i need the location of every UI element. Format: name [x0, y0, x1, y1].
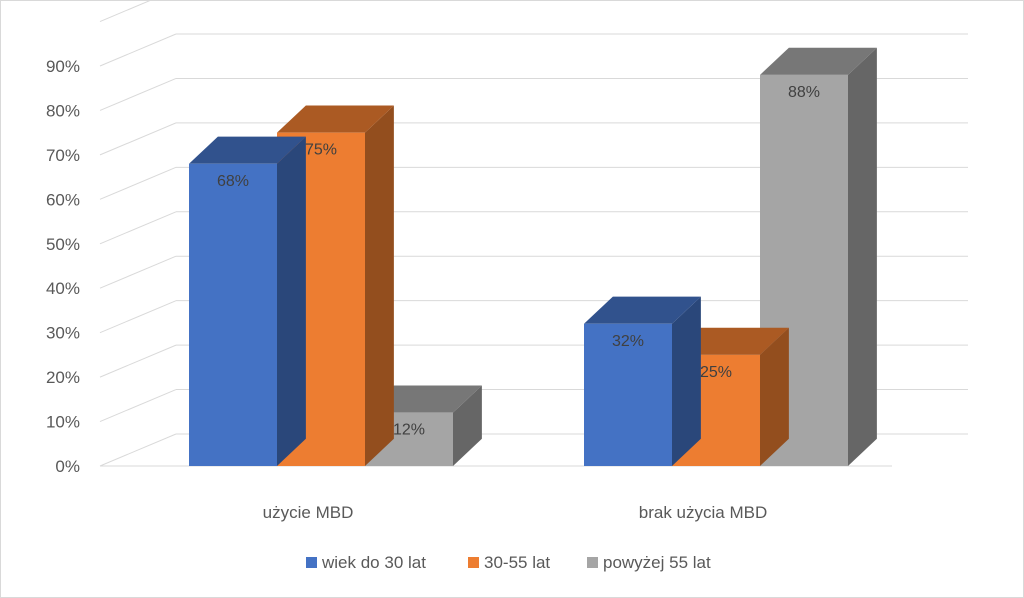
data-label: 88%: [788, 84, 820, 101]
gridline-depth: [99, 433, 177, 467]
gridline-depth: [99, 33, 177, 67]
bar-top: [365, 385, 482, 413]
bar-side: [848, 47, 877, 466]
bar-front: [584, 323, 672, 466]
legend-label: powyżej 55 lat: [603, 553, 711, 572]
gridline-depth: [99, 0, 153, 23]
bar-side: [672, 296, 701, 466]
y-tick-label: 60%: [46, 190, 80, 209]
data-label: 25%: [700, 364, 732, 381]
gridline-depth: [99, 166, 177, 200]
gridline-depth: [99, 389, 177, 423]
gridline-depth: [99, 344, 177, 378]
category-labels: użycie MBD brak użycia MBD: [263, 503, 768, 522]
legend-item: powyżej 55 lat: [587, 553, 711, 572]
bar: [584, 296, 701, 466]
gridline-depth: [99, 255, 177, 289]
bar-side: [277, 136, 306, 467]
category-label: brak użycia MBD: [639, 503, 767, 522]
gridline-depth: [99, 122, 177, 156]
bar-side: [760, 327, 789, 466]
bars: [189, 47, 877, 467]
bar-top: [760, 47, 877, 75]
legend-label: 30-55 lat: [484, 553, 550, 572]
legend-item: 30-55 lat: [468, 553, 550, 572]
y-tick-label: 30%: [46, 324, 80, 343]
bar: [189, 136, 306, 467]
y-tick-label: 90%: [46, 57, 80, 76]
bar-front: [189, 163, 277, 466]
bar-side: [453, 385, 482, 466]
bar-top: [277, 105, 394, 133]
legend: wiek do 30 lat 30-55 lat powyżej 55 lat: [306, 553, 711, 572]
legend-swatch: [306, 557, 317, 568]
y-tick-label: 50%: [46, 235, 80, 254]
bar-top: [672, 327, 789, 355]
bar-side: [365, 105, 394, 466]
legend-label: wiek do 30 lat: [321, 553, 426, 572]
category-label: użycie MBD: [263, 503, 354, 522]
y-tick-label: 0%: [55, 457, 80, 476]
gridline-depth: [99, 77, 177, 111]
y-axis-ticks: 0% 10% 20% 30% 40% 50% 60% 70% 80% 90%: [46, 57, 80, 476]
y-tick-label: 20%: [46, 368, 80, 387]
y-tick-label: 70%: [46, 146, 80, 165]
data-label: 12%: [393, 422, 425, 439]
y-tick-label: 40%: [46, 279, 80, 298]
data-label: 32%: [612, 333, 644, 350]
gridline-depth: [99, 211, 177, 245]
y-tick-label: 80%: [46, 101, 80, 120]
legend-swatch: [468, 557, 479, 568]
data-labels: 68% 75% 12% 32% 25% 88%: [217, 84, 820, 439]
legend-item: wiek do 30 lat: [306, 553, 426, 572]
bar-top: [584, 296, 701, 324]
y-tick-label: 10%: [46, 413, 80, 432]
data-label: 68%: [217, 173, 249, 190]
bar-top: [189, 136, 306, 164]
gridline-depth: [99, 300, 177, 334]
data-label: 75%: [305, 142, 337, 159]
legend-swatch: [587, 557, 598, 568]
